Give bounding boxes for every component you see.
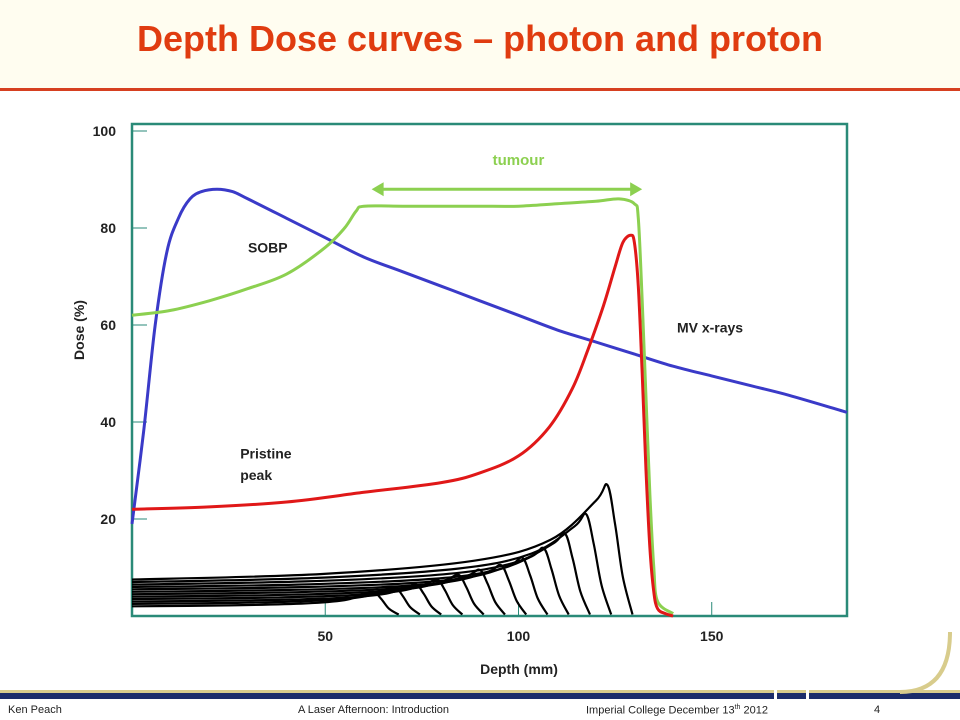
y-tick-label: 80 — [100, 220, 116, 236]
slide-header — [0, 0, 960, 88]
plot-area — [130, 122, 849, 618]
tumour-label: tumour — [493, 152, 545, 169]
x-tick-label: 100 — [507, 628, 531, 644]
slide-footer: Ken Peach A Laser Afternoon: Introductio… — [0, 700, 960, 720]
mv-xrays-line — [130, 187, 848, 525]
footer-venue-sup: th — [734, 704, 741, 711]
y-tick-label: 20 — [100, 511, 116, 527]
x-axis-label: Depth (mm) — [480, 661, 558, 677]
sobp-line — [131, 197, 675, 615]
y-tick-label: 60 — [100, 317, 116, 333]
pristine-label-line1: Pristine — [240, 445, 292, 461]
slide-title: Depth Dose curves – photon and proton — [136, 18, 824, 59]
y-axis-label: Dose (%) — [71, 300, 87, 360]
y-tick-label: 100 — [93, 123, 117, 139]
plot-frame — [130, 122, 849, 618]
footer-corner-curve — [900, 632, 952, 694]
footer-decoration — [0, 632, 960, 702]
series-lines — [130, 187, 848, 618]
y-tick-label: 40 — [100, 414, 116, 430]
footer-talk-title: A Laser Afternoon: Introduction — [298, 704, 450, 716]
pristine-family-curve — [131, 531, 592, 615]
pristine-peak-line — [131, 233, 674, 618]
axes-labels: 20 40 60 80 100 50 100 150 Depth (mm) Dose (%) — [71, 123, 724, 677]
tumour-arrow — [371, 182, 643, 197]
title-rule — [0, 88, 960, 91]
x-tick-label: 150 — [700, 628, 724, 644]
pristine-family-curve — [131, 512, 613, 615]
sobp-label: SOBP — [248, 239, 288, 255]
annotations: tumour SOBP MV x-rays Pristine peak — [240, 152, 743, 483]
footer-page-number: 4 — [874, 704, 881, 716]
pristine-family-curve — [131, 546, 570, 616]
footer-navy-bar — [0, 693, 960, 699]
tumour-arrow-head-right — [630, 182, 643, 197]
mv-xrays-label: MV x-rays — [677, 319, 743, 335]
footer-divider — [774, 688, 777, 702]
pristine-label-line2: peak — [240, 467, 272, 483]
footer-author: Ken Peach — [8, 704, 62, 716]
x-tick-label: 50 — [317, 628, 333, 644]
footer-venue-prefix: Imperial College December 13 — [586, 704, 735, 717]
footer-venue-suffix: 2012 — [740, 704, 768, 717]
footer-venue: Imperial College December 13th 2012 — [586, 704, 768, 717]
footer-divider — [806, 688, 809, 702]
pristine-family-curve — [131, 483, 634, 615]
pristine-peak-family — [131, 483, 634, 616]
tumour-arrow-head-left — [371, 182, 384, 197]
